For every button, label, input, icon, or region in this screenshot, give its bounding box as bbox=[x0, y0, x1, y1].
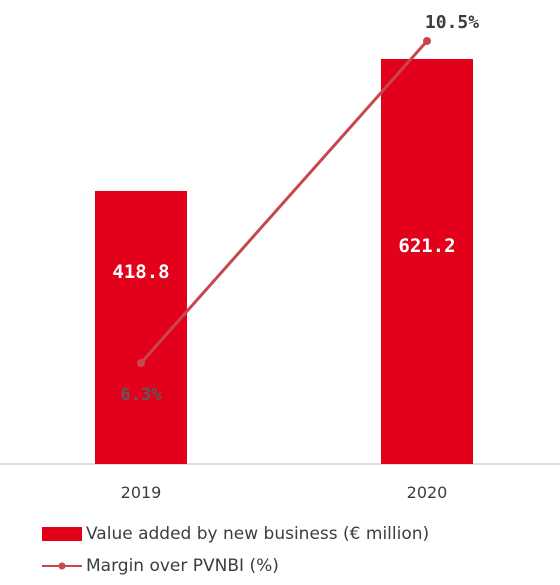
margin-point-2020 bbox=[423, 37, 431, 45]
legend-item-value-added: Value added by new business (€ million) bbox=[42, 518, 552, 550]
legend-label-value-added: Value added by new business (€ million) bbox=[86, 524, 430, 544]
legend-bar-swatch bbox=[42, 527, 82, 541]
legend-bar-swatch-rect bbox=[42, 527, 82, 541]
legend: Value added by new business (€ million) … bbox=[42, 518, 552, 582]
legend-label-margin: Margin over PVNBI (%) bbox=[86, 556, 279, 576]
legend-item-margin: Margin over PVNBI (%) bbox=[42, 550, 552, 582]
legend-line-swatch bbox=[42, 562, 82, 570]
margin-value-label-2020: 10.5% bbox=[425, 12, 479, 33]
bar-value-label-2020: 621.2 bbox=[398, 235, 455, 257]
bar-value-label-2019: 418.8 bbox=[112, 261, 169, 283]
x-tick-label-2020: 2020 bbox=[407, 483, 448, 502]
margin-value-label-2019: 6.3% bbox=[121, 385, 163, 405]
margin-line bbox=[139, 40, 429, 364]
bar-2020 bbox=[381, 58, 473, 464]
margin-point-2019 bbox=[137, 359, 145, 367]
x-tick-label-2019: 2019 bbox=[121, 483, 162, 502]
legend-line-swatch-marker bbox=[58, 562, 66, 570]
